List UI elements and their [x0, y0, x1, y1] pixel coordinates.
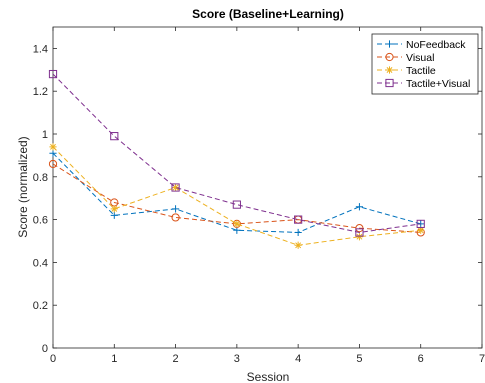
data-point: [294, 228, 302, 237]
data-point: [233, 220, 241, 228]
y-tick-label: 1.4: [33, 43, 48, 55]
data-point: [171, 183, 180, 192]
y-axis-title: Score (normalized): [16, 136, 30, 237]
x-tick-label: 2: [173, 353, 179, 365]
data-point: [355, 228, 364, 237]
y-tick-label: 0.4: [33, 257, 48, 269]
data-point: [171, 183, 180, 192]
y-tick-label: 1.2: [33, 86, 48, 98]
y-tick-label: 0.8: [33, 172, 48, 184]
legend-item: NoFeedback: [377, 39, 466, 51]
y-tick-label: 0.2: [33, 300, 48, 312]
x-tick-label: 5: [356, 353, 362, 365]
series-tactile: [49, 143, 425, 249]
data-point: [355, 233, 364, 241]
data-point: [417, 226, 425, 234]
data-point: [49, 149, 57, 157]
legend-marker: [385, 66, 394, 74]
y-axis: 0 0.2 0.4 0.6 0.8 1 1.2 1.4: [33, 43, 482, 355]
y-tick-label: 1: [42, 129, 48, 141]
data-point: [294, 241, 302, 249]
data-point: [48, 69, 58, 79]
series-tactile-visual: [48, 69, 425, 237]
x-tick-label: 7: [479, 353, 485, 365]
x-axis: 0 1 2 3 4 5 6 7: [50, 27, 485, 365]
x-tick-label: 1: [111, 353, 117, 365]
series-line: [52, 163, 421, 233]
y-tick-label: 0: [42, 343, 48, 355]
legend-marker: [385, 78, 394, 88]
legend-item: Visual: [377, 52, 434, 64]
series-layer: [48, 69, 425, 249]
legend-label: Visual: [406, 52, 434, 64]
x-axis-title: Session: [247, 370, 290, 383]
y-tick-label: 0.6: [33, 215, 48, 227]
data-point: [355, 224, 364, 233]
legend-label: Tactile: [406, 65, 436, 77]
data-point: [110, 205, 118, 213]
series-line: [52, 73, 421, 233]
data-point: [294, 215, 303, 224]
data-point: [110, 211, 118, 219]
chart-title: Score (Baseline+Learning): [192, 7, 344, 21]
x-tick-label: 3: [234, 353, 240, 365]
x-tick-label: 4: [295, 353, 301, 365]
x-tick-label: 6: [418, 353, 424, 365]
legend-label: NoFeedback: [406, 39, 466, 51]
legend-item: Tactile: [377, 65, 436, 77]
x-tick-label: 0: [50, 353, 56, 365]
data-point: [416, 219, 425, 228]
legend-item: Tactile+Visual: [377, 78, 470, 90]
data-point: [110, 132, 119, 141]
data-point: [48, 159, 58, 169]
data-point: [355, 203, 364, 211]
legend-marker: [385, 40, 394, 48]
legend-label: Tactile+Visual: [406, 78, 470, 90]
legend-marker: [385, 52, 394, 62]
data-point: [171, 205, 180, 213]
data-point: [232, 200, 241, 209]
data-point: [49, 143, 57, 151]
data-point: [171, 213, 180, 222]
